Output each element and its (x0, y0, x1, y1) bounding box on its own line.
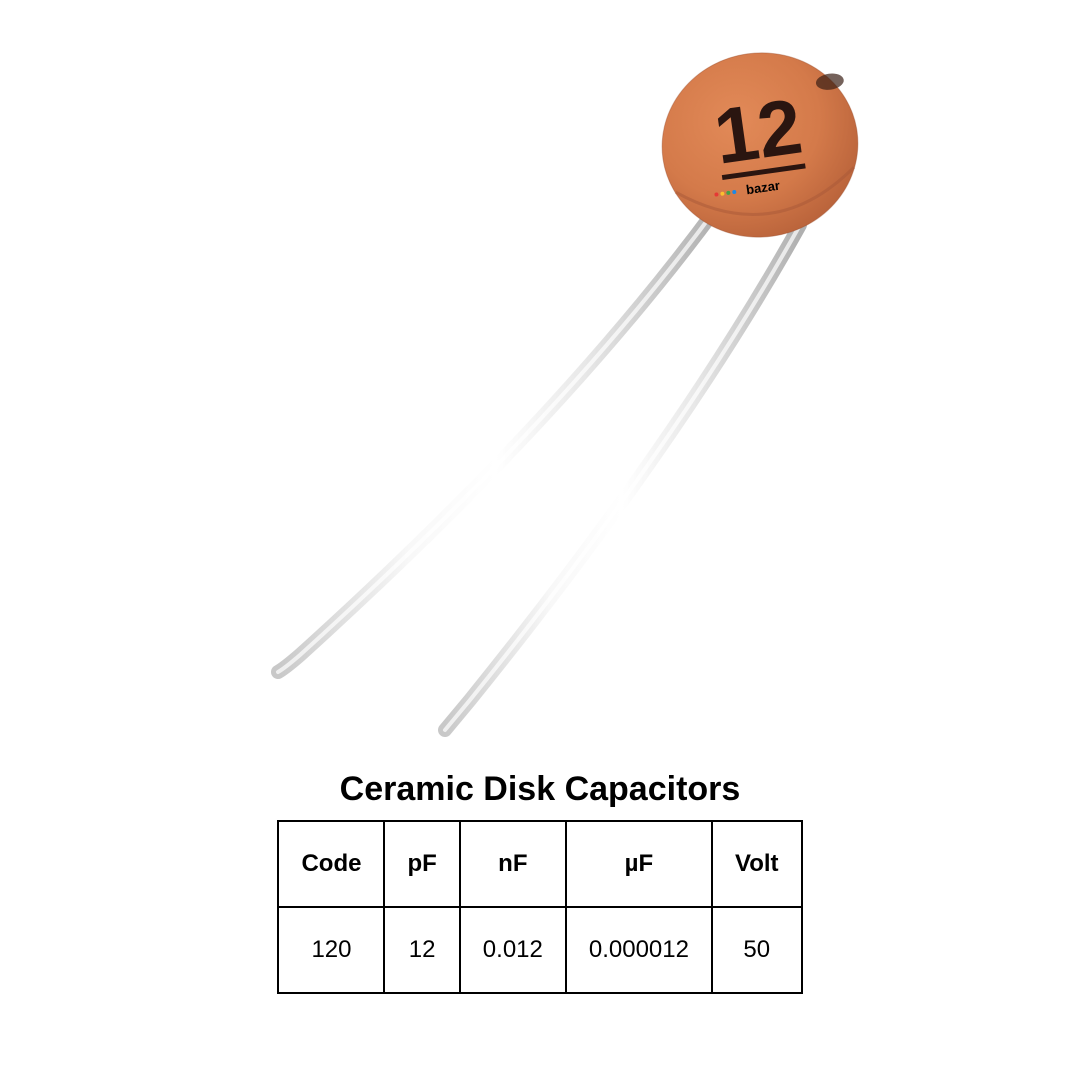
cell-nf: 0.012 (460, 907, 566, 993)
table-header-row: Code pF nF µF Volt (278, 821, 801, 907)
cell-volt: 50 (712, 907, 802, 993)
col-code: Code (278, 821, 384, 907)
cell-uf: 0.000012 (566, 907, 712, 993)
capacitor-table-wrap: Code pF nF µF Volt 120 12 0.012 0.000012… (0, 820, 1080, 994)
cell-code: 120 (278, 907, 384, 993)
table-title: Ceramic Disk Capacitors (0, 770, 1080, 809)
cell-pf: 12 (384, 907, 459, 993)
capacitor-illustration: 12 bazar (0, 0, 1080, 770)
capacitor-disc: 12 bazar (650, 40, 870, 249)
capacitor-table: Code pF nF µF Volt 120 12 0.012 0.000012… (277, 820, 802, 994)
col-nf: nF (460, 821, 566, 907)
table-row: 120 12 0.012 0.000012 50 (278, 907, 801, 993)
capacitor-lead-right (445, 225, 800, 730)
col-pf: pF (384, 821, 459, 907)
capacitor-lead-left (278, 210, 715, 672)
col-volt: Volt (712, 821, 802, 907)
col-uf: µF (566, 821, 712, 907)
capacitor-svg: 12 bazar (0, 0, 1080, 770)
